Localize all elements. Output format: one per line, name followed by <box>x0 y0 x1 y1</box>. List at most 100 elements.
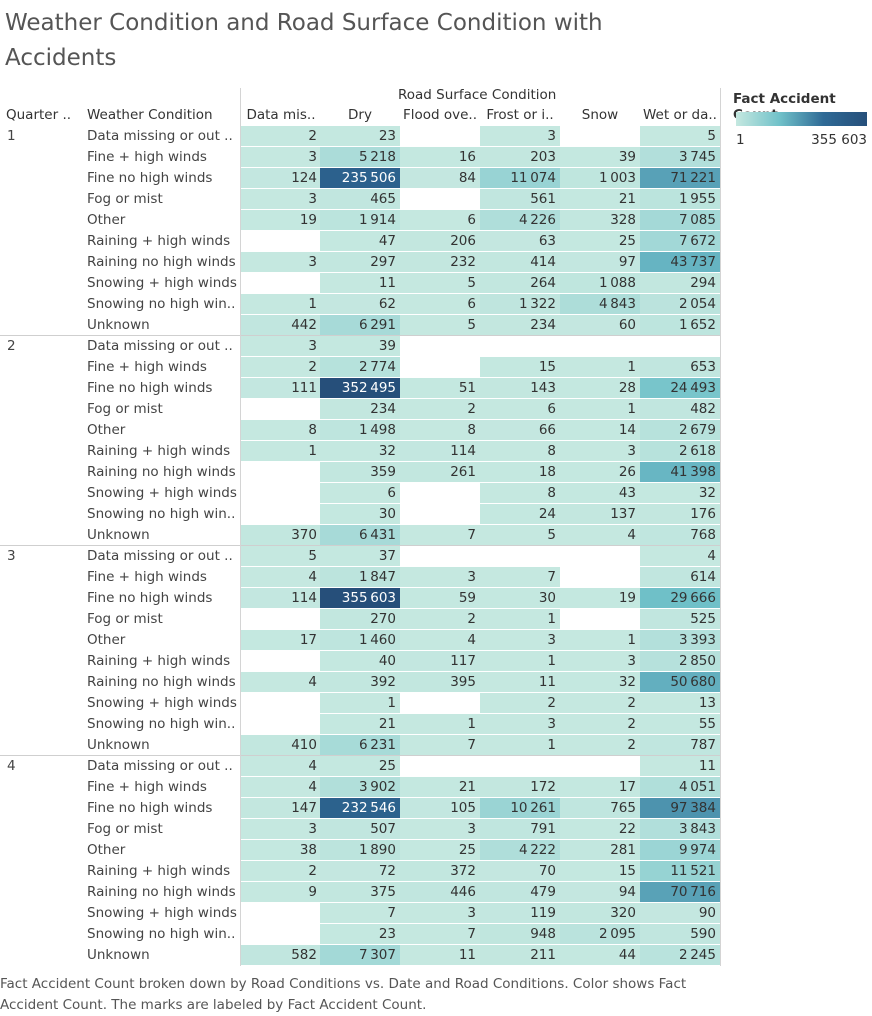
table-cell: 4 <box>241 567 321 587</box>
weather-condition-label: Snowing + high winds <box>87 905 237 921</box>
table-cell: 320 <box>560 903 640 923</box>
table-cell: 1 460 <box>320 630 400 650</box>
table-cell: 5 <box>400 273 480 293</box>
table-cell: 4 <box>241 777 321 797</box>
table-cell: 653 <box>640 357 720 377</box>
table-cell: 446 <box>400 882 480 902</box>
chart-title: Weather Condition and Road Surface Condi… <box>5 10 603 71</box>
quarter-separator <box>0 755 720 756</box>
table-cell: 2 <box>241 357 321 377</box>
table-cell: 3 <box>400 903 480 923</box>
table-cell: 4 843 <box>560 294 640 314</box>
table-cell: 3 <box>241 819 321 839</box>
table-cell: 4 <box>400 630 480 650</box>
table-cell: 234 <box>320 399 400 419</box>
table-cell: 2 <box>480 693 560 713</box>
table-cell: 9 974 <box>640 840 720 860</box>
table-cell: 21 <box>400 777 480 797</box>
table-cell: 70 716 <box>640 882 720 902</box>
table-cell: 23 <box>320 126 400 146</box>
table-cell: 270 <box>320 609 400 629</box>
table-cell: 442 <box>241 315 321 335</box>
weather-condition-label: Fine no high winds <box>87 800 213 816</box>
table-cell: 28 <box>560 378 640 398</box>
weather-condition-label: Unknown <box>87 947 150 963</box>
table-cell: 21 <box>560 189 640 209</box>
table-cell: 8 <box>480 441 560 461</box>
weather-condition-label: Fine no high winds <box>87 380 213 396</box>
weather-condition-label: Fine no high winds <box>87 170 213 186</box>
table-cell: 359 <box>320 462 400 482</box>
table-cell: 395 <box>400 672 480 692</box>
table-cell: 41 398 <box>640 462 720 482</box>
table-cell: 84 <box>400 168 480 188</box>
weather-condition-label: Data missing or out .. <box>87 128 233 144</box>
table-cell: 3 <box>400 567 480 587</box>
table-cell: 4 <box>241 672 321 692</box>
table-cell: 1 322 <box>480 294 560 314</box>
table-cell: 111 <box>241 378 321 398</box>
table-cell: 6 <box>400 294 480 314</box>
table-cell: 465 <box>320 189 400 209</box>
table-cell: 6 291 <box>320 315 400 335</box>
table-cell: 39 <box>320 336 400 356</box>
quarter-separator <box>0 545 720 546</box>
table-cell: 11 <box>640 756 720 776</box>
table-cell: 66 <box>480 420 560 440</box>
column-header: Flood ove.. <box>402 107 478 123</box>
table-cell: 6 <box>480 399 560 419</box>
weather-condition-label: Data missing or out .. <box>87 338 233 354</box>
table-cell: 2 <box>400 609 480 629</box>
table-cell: 2 <box>560 714 640 734</box>
table-cell: 137 <box>560 504 640 524</box>
table-cell: 1 088 <box>560 273 640 293</box>
table-cell: 234 <box>480 315 560 335</box>
table-cell: 1 890 <box>320 840 400 860</box>
table-cell: 62 <box>320 294 400 314</box>
table-cell: 294 <box>640 273 720 293</box>
table-cell: 15 <box>560 861 640 881</box>
table-cell: 94 <box>560 882 640 902</box>
legend-max-label: 355 603 <box>811 132 867 148</box>
table-cell: 3 745 <box>640 147 720 167</box>
table-cell: 261 <box>400 462 480 482</box>
table-cell: 768 <box>640 525 720 545</box>
table-cell: 392 <box>320 672 400 692</box>
table-cell: 50 680 <box>640 672 720 692</box>
table-cell: 7 <box>320 903 400 923</box>
weather-condition-label: Other <box>87 422 126 438</box>
table-cell: 117 <box>400 651 480 671</box>
table-cell: 44 <box>560 945 640 965</box>
table-cell: 2 <box>241 861 321 881</box>
table-cell: 375 <box>320 882 400 902</box>
table-cell: 30 <box>320 504 400 524</box>
table-cell: 2 618 <box>640 441 720 461</box>
table-cell: 4 222 <box>480 840 560 860</box>
table-cell: 1 847 <box>320 567 400 587</box>
table-cell: 6 <box>320 483 400 503</box>
quarter-label: 1 <box>7 128 16 144</box>
table-cell: 5 <box>400 315 480 335</box>
table-cell: 1 003 <box>560 168 640 188</box>
table-cell: 370 <box>241 525 321 545</box>
table-cell: 1 <box>560 630 640 650</box>
table-cell: 39 <box>560 147 640 167</box>
table-cell: 18 <box>480 462 560 482</box>
table-cell: 176 <box>640 504 720 524</box>
legend-min-label: 1 <box>736 132 745 148</box>
column-header: Frost or i.. <box>486 107 554 123</box>
table-cell: 281 <box>560 840 640 860</box>
table-cell: 15 <box>480 357 560 377</box>
column-header: Data mis.. <box>246 107 316 123</box>
table-cell: 13 <box>640 693 720 713</box>
table-cell: 1 <box>480 651 560 671</box>
table-right-border <box>720 88 721 966</box>
table-cell: 19 <box>560 588 640 608</box>
table-cell: 791 <box>480 819 560 839</box>
column-header: Dry <box>348 107 372 123</box>
table-cell: 24 <box>480 504 560 524</box>
chart-caption: Fact Accident Count broken down by Road … <box>0 976 687 1013</box>
table-cell: 97 <box>560 252 640 272</box>
table-cell: 119 <box>480 903 560 923</box>
table-cell: 47 <box>320 231 400 251</box>
